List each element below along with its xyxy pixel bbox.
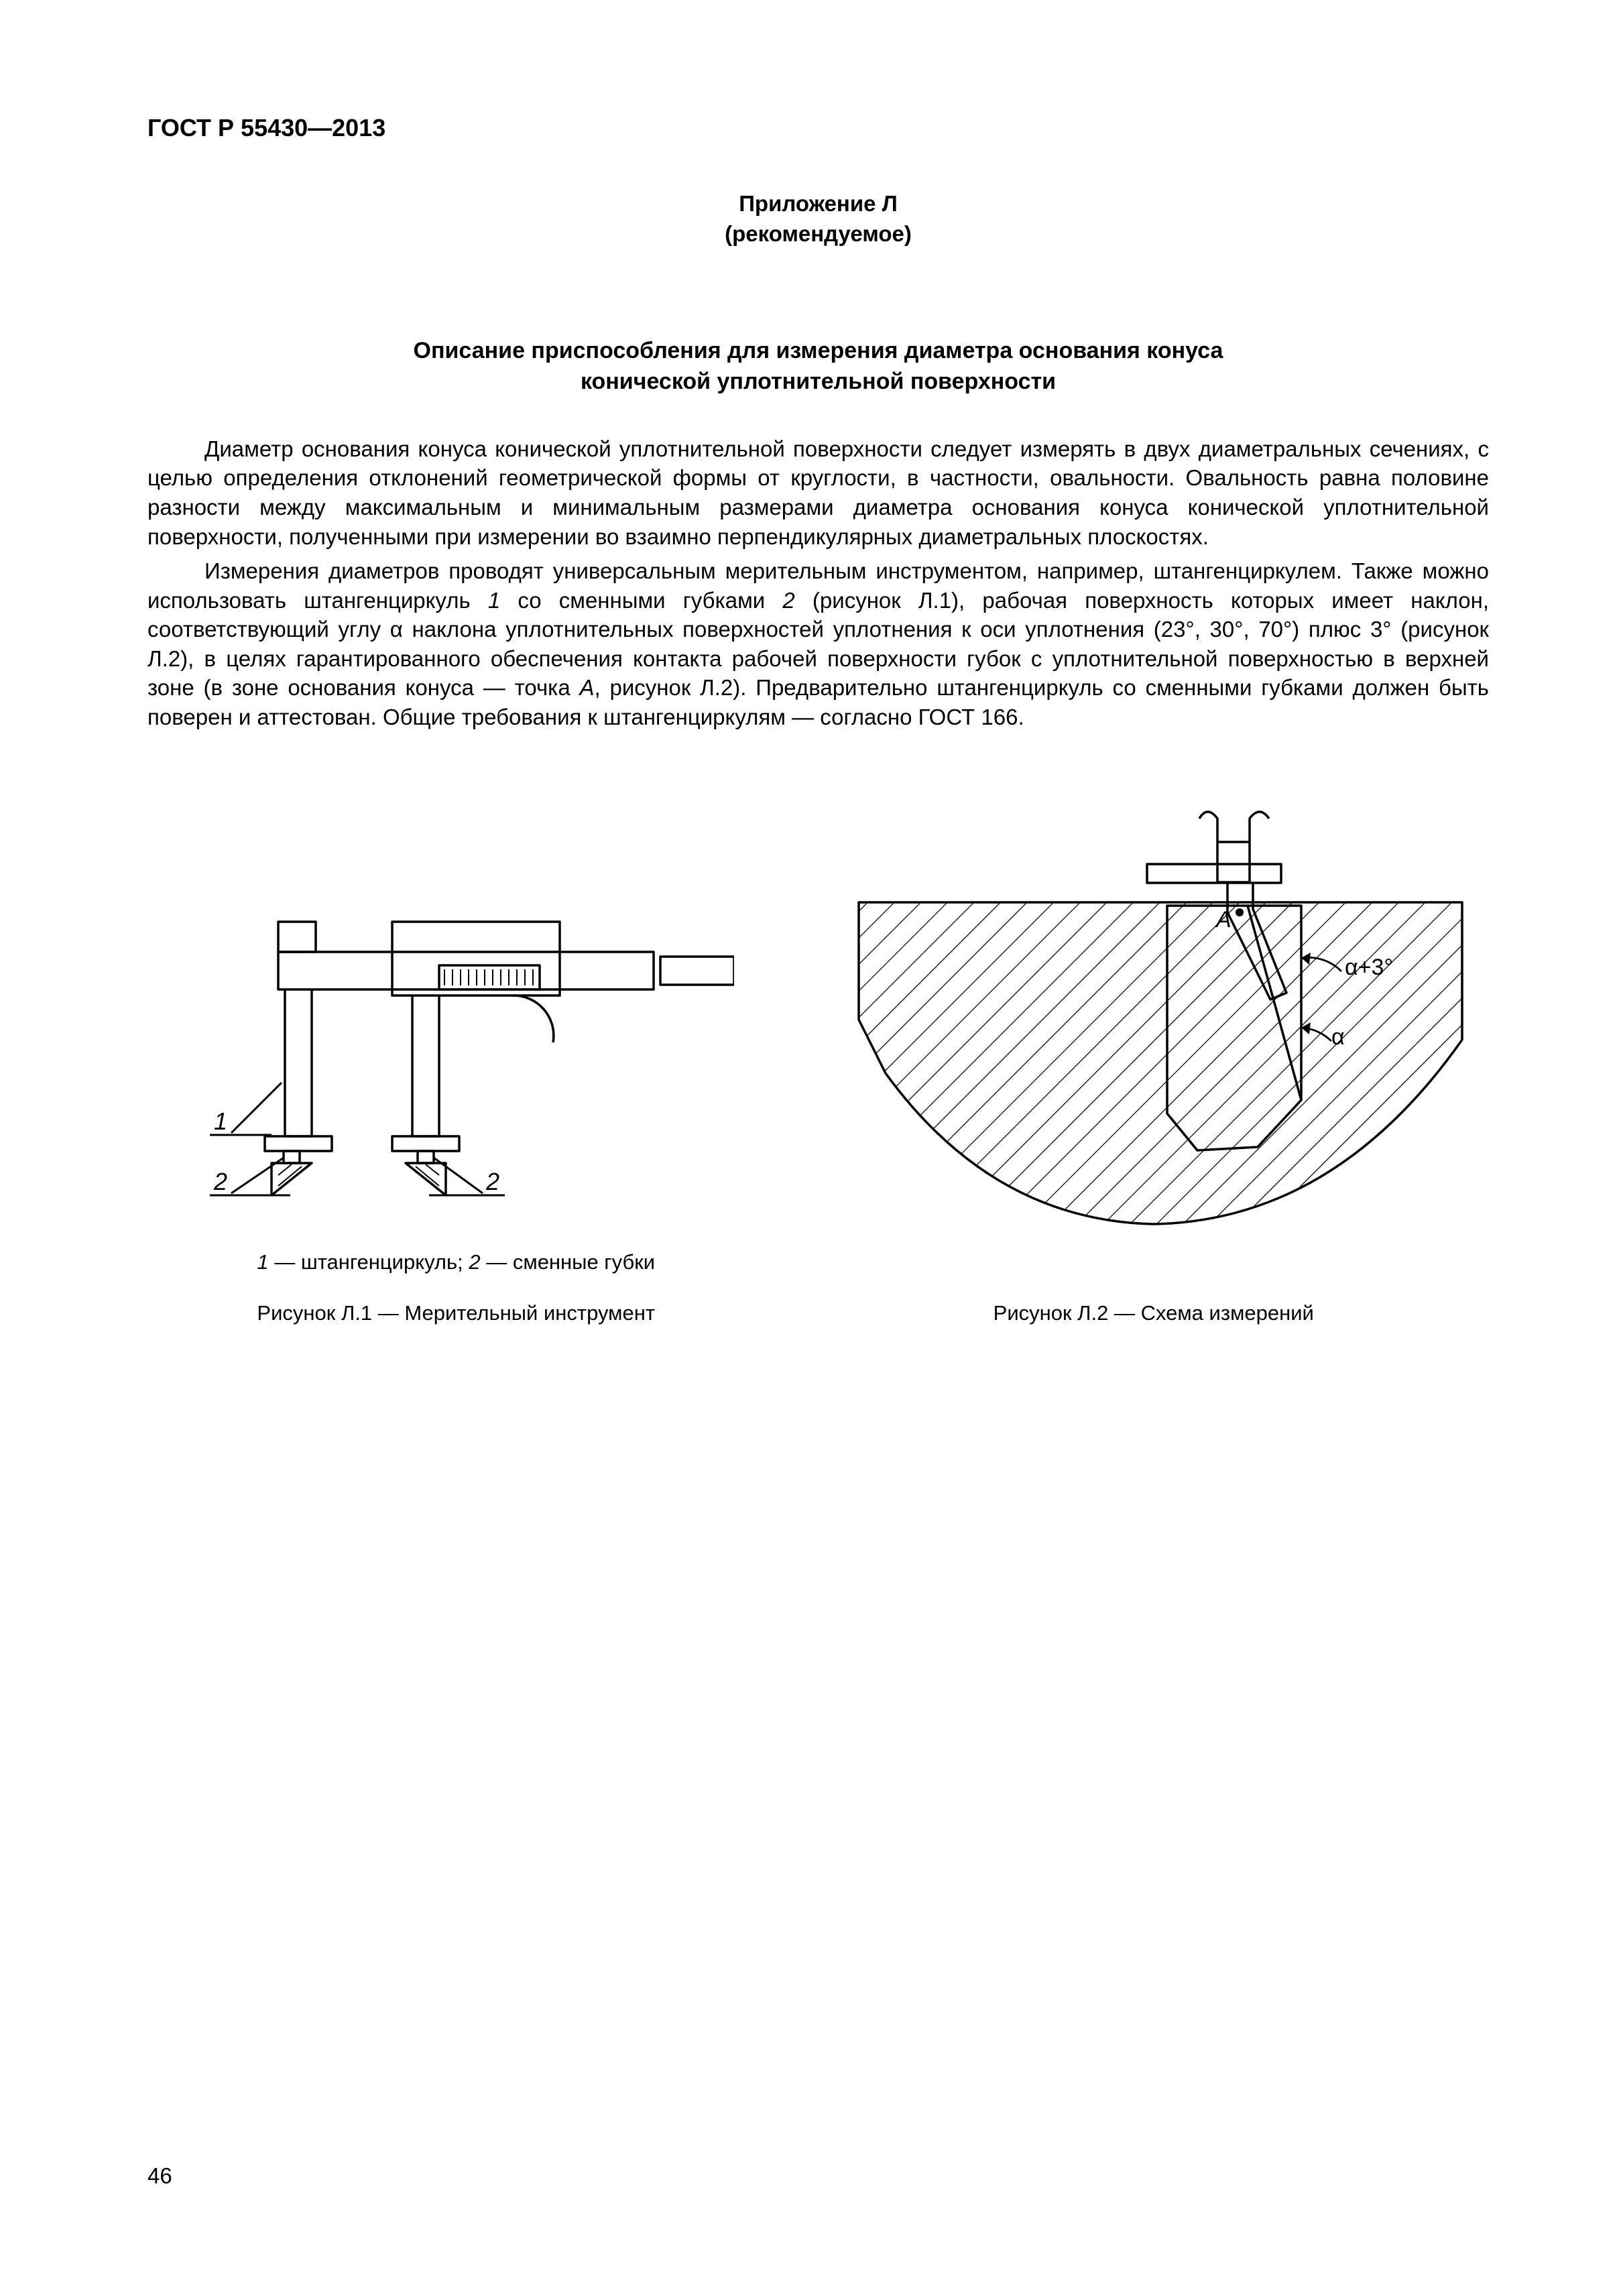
section-title: Описание приспособления для измерения ди…: [249, 336, 1388, 398]
standard-code-header: ГОСТ Р 55430—2013: [147, 114, 1489, 142]
section-title-line1: Описание приспособления для измерения ди…: [414, 338, 1223, 363]
fig1-label-2b: 2: [485, 1168, 499, 1195]
legend-2-txt: — сменные губки: [481, 1250, 655, 1274]
legend-1-txt: — штангенциркуль;: [269, 1250, 469, 1274]
fig2-label-alpha: α: [1331, 1024, 1345, 1050]
figure-1-svg: 1 2 2: [178, 841, 734, 1217]
appendix-heading: Приложение Л (рекомендуемое): [147, 189, 1489, 249]
figure-2-caption: Рисунок Л.2 — Схема измерений: [994, 1301, 1314, 1325]
appendix-type: (рекомендуемое): [725, 221, 912, 246]
page: ГОСТ Р 55430—2013 Приложение Л (рекоменд…: [0, 0, 1623, 2296]
para2-part-b: со сменными губками: [500, 588, 782, 613]
figure-1-legend: 1 — штангенциркуль; 2 — сменные губки: [257, 1250, 655, 1274]
fig2-label-a: А: [1215, 907, 1231, 932]
fig1-label-2a: 2: [213, 1168, 227, 1195]
fig1-label-1: 1: [214, 1107, 227, 1135]
legend-2-num: 2: [469, 1250, 480, 1274]
figure-1-caption: Рисунок Л.1 — Мерительный инструмент: [257, 1301, 655, 1325]
fig2-label-alpha3: α+3°: [1345, 955, 1393, 980]
figure-1-column: 1 2 2 1 — штангенциркуль; 2 — сменные гу…: [147, 841, 764, 1325]
paragraph-1: Диаметр основания конуса конической упло…: [147, 434, 1489, 551]
para2-ref-1: 1: [488, 588, 500, 613]
page-number: 46: [147, 2163, 172, 2189]
paragraph-2: Измерения диаметров проводят универсальн…: [147, 556, 1489, 731]
section-title-line2: конической уплотнительной поверхности: [581, 369, 1056, 394]
figures-row: 1 2 2 1 — штангенциркуль; 2 — сменные гу…: [147, 778, 1489, 1325]
figure-2-svg: А α+3° α: [832, 778, 1476, 1241]
para2-ref-2: 2: [782, 588, 794, 613]
para2-ref-a: А: [579, 675, 594, 700]
figure-2-column: А α+3° α Рисунок Л.2 — Схема измерений: [819, 778, 1490, 1325]
appendix-letter: Приложение Л: [739, 191, 898, 216]
legend-1-num: 1: [257, 1250, 268, 1274]
